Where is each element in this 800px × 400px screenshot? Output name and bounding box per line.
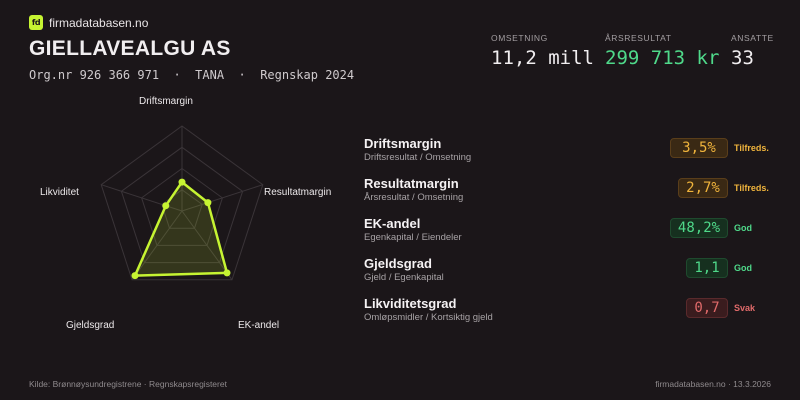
- metric-description: Driftsresultat / Omsetning: [364, 152, 472, 163]
- kpi-label: ANSATTE: [731, 33, 774, 43]
- company-name: GIELLAVEALGU AS: [29, 37, 231, 60]
- metric-description: Omløpsmidler / Kortsiktig gjeld: [364, 312, 493, 323]
- company-subtitle: Org.nr 926 366 971 · TANA · Regnskap 202…: [29, 68, 355, 82]
- metric-status: God: [734, 223, 752, 233]
- radar-point-gjeldsgrad: [131, 272, 139, 280]
- metric-name: EK-andel: [364, 216, 421, 231]
- metric-row-gjeldsgrad: Gjeldsgrad Gjeld / Egenkapital 1,1 God: [364, 254, 784, 294]
- radar-axis-line: [181, 210, 233, 281]
- radar-grid: [100, 125, 264, 281]
- metric-status: Svak: [734, 303, 756, 313]
- radar-axis-label-ek-andel: EK-andel: [238, 320, 280, 331]
- metric-status: God: [734, 263, 752, 273]
- radar-axis-label-likviditet: Likviditet: [40, 187, 79, 198]
- kpi-ansatte: ANSATTE 33: [731, 33, 774, 69]
- footer-site-date[interactable]: firmadatabasen.no · 13.3.2026: [655, 379, 771, 389]
- metric-description: Gjeld / Egenkapital: [364, 272, 444, 283]
- kpi-arsresultat: ÅRSRESULTAT 299 713 kr: [605, 33, 719, 69]
- radar-point-resultatmargin: [204, 199, 212, 207]
- radar-point-ek-andel: [223, 269, 231, 277]
- metric-name: Gjeldsgrad: [364, 256, 432, 271]
- metric-status: Tilfreds.: [734, 183, 769, 193]
- kpi-label: ÅRSRESULTAT: [605, 33, 672, 43]
- metric-description: Årsresultat / Omsetning: [364, 192, 464, 203]
- radar-grid-ring: [120, 146, 244, 264]
- kpi-omsetning: OMSETNING 11,2 mill: [491, 33, 594, 69]
- metric-row-ek-andel: EK-andel Egenkapital / Eiendeler 48,2% G…: [364, 214, 784, 254]
- metric-status: Tilfreds.: [734, 143, 769, 153]
- radar-point-driftsmargin: [178, 178, 186, 186]
- metrics-list: Driftsmargin Driftsresultat / Omsetning …: [364, 134, 784, 334]
- radar-axis-line: [181, 184, 263, 212]
- metric-value-badge: 48,2%: [670, 218, 728, 238]
- footer-source: Kilde: Brønnøysundregistrene · Regnskaps…: [29, 379, 227, 389]
- metric-row-likviditetsgrad: Likviditetsgrad Omløpsmidler / Kortsikti…: [364, 294, 784, 334]
- radar-axis-label-gjeldsgrad: Gjeldsgrad: [66, 320, 115, 331]
- brand-name[interactable]: firmadatabasen.no: [49, 15, 149, 30]
- metric-description: Egenkapital / Eiendeler: [364, 232, 462, 243]
- metric-value-badge: 1,1: [686, 258, 728, 278]
- radar-point-likviditet: [162, 202, 170, 210]
- radar-grid-ring: [161, 189, 203, 229]
- radar-grid-ring: [100, 125, 264, 281]
- kpi-value: 11,2 mill: [491, 47, 594, 69]
- metric-name: Resultatmargin: [364, 176, 459, 191]
- metric-value-badge: 0,7: [686, 298, 728, 318]
- metric-name: Driftsmargin: [364, 136, 442, 151]
- metric-value-badge: 3,5%: [670, 138, 728, 158]
- metric-value-badge: 2,7%: [678, 178, 728, 198]
- metric-row-resultatmargin: Resultatmargin Årsresultat / Omsetning 2…: [364, 174, 784, 214]
- radar-chart: [100, 125, 264, 281]
- metric-name: Likviditetsgrad: [364, 296, 457, 311]
- radar-axis-label-resultatmargin: Resultatmargin: [264, 187, 332, 198]
- radar-shape: [131, 178, 231, 280]
- metric-row-driftsmargin: Driftsmargin Driftsresultat / Omsetning …: [364, 134, 784, 174]
- kpi-value: 299 713 kr: [605, 47, 720, 69]
- radar-grid-ring: [141, 167, 223, 246]
- radar-area: [133, 180, 229, 277]
- radar-axis-line: [131, 210, 183, 281]
- kpi-label: OMSETNING: [491, 33, 548, 43]
- kpi-value: 33: [731, 47, 754, 69]
- brand-logo-icon: fd: [29, 15, 43, 30]
- brand: fd firmadatabasen.no: [29, 15, 148, 30]
- radar-axis-label-driftsmargin: Driftsmargin: [139, 96, 193, 107]
